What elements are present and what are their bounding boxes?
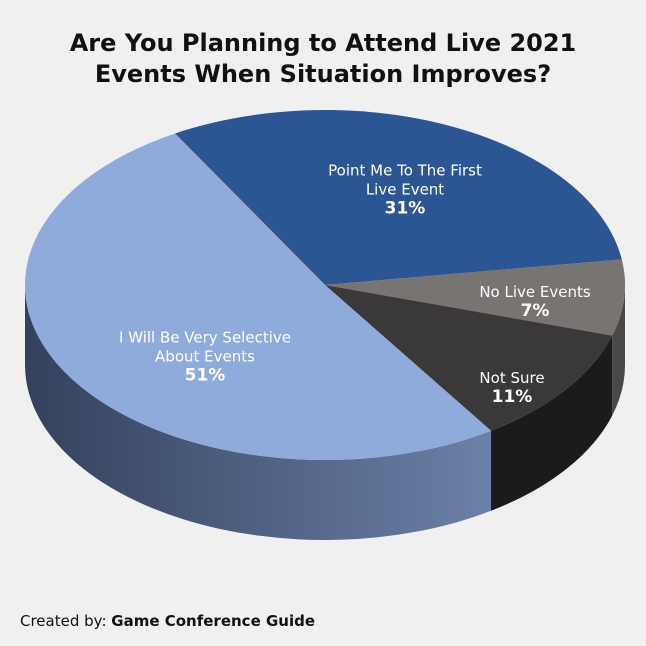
slice-label: Not Sure 11% xyxy=(452,369,572,407)
slice-side xyxy=(612,285,625,416)
credit-source: Game Conference Guide xyxy=(111,612,316,630)
slice-side xyxy=(25,285,492,540)
chart-title: Are You Planning to Attend Live 2021 Eve… xyxy=(69,29,577,88)
value-label: 11% xyxy=(491,387,533,407)
slice-label: I Will Be Very Selective About Events 51% xyxy=(95,329,315,386)
slice xyxy=(325,285,613,431)
category-label: I Will Be Very Selective About Events xyxy=(119,328,291,366)
slice-label: No Live Events 7% xyxy=(465,283,605,321)
credit: Created by: Game Conference Guide xyxy=(20,612,315,630)
category-label: Not Sure xyxy=(479,369,545,387)
slice xyxy=(325,259,625,336)
value-label: 51% xyxy=(184,365,226,386)
category-label: Point Me To The First Live Event xyxy=(328,161,482,199)
slice xyxy=(175,110,622,286)
value-label: 31% xyxy=(384,198,426,219)
slice-side xyxy=(491,335,613,511)
slice-label: Point Me To The First Live Event 31% xyxy=(325,162,485,219)
credit-label: Created by: xyxy=(20,612,107,630)
slice xyxy=(25,133,492,460)
category-label: No Live Events xyxy=(479,283,591,301)
value-label: 7% xyxy=(520,301,550,321)
